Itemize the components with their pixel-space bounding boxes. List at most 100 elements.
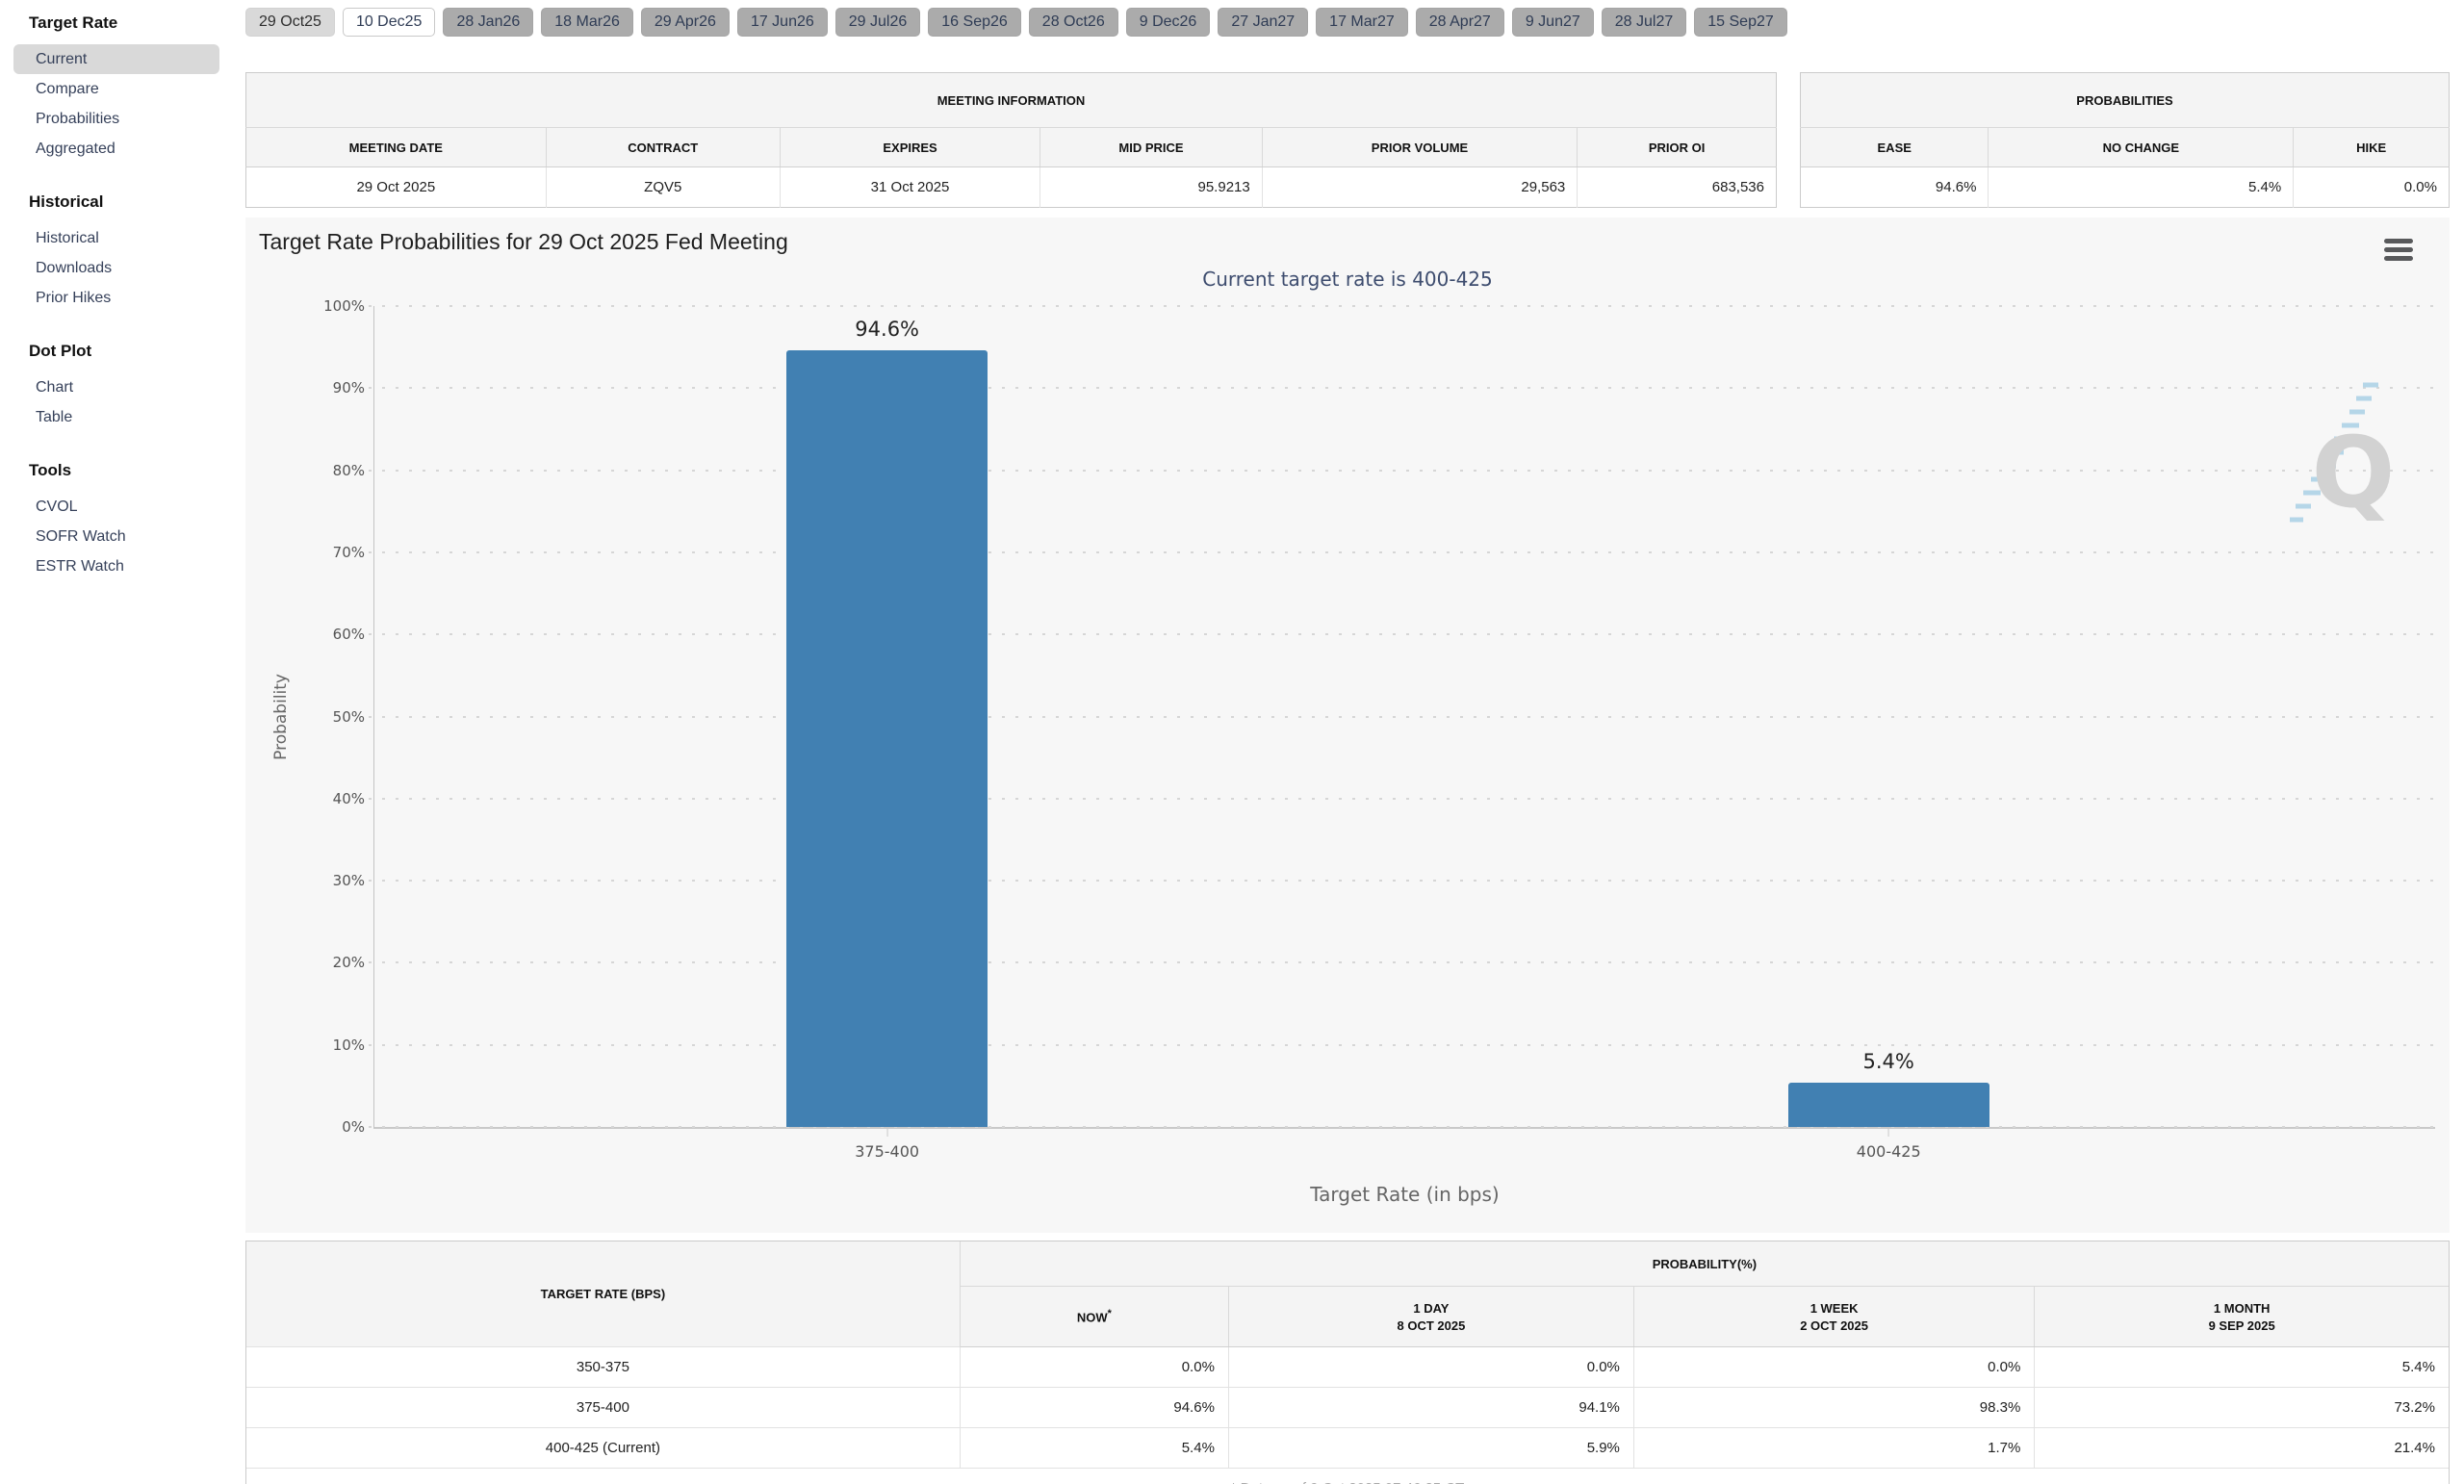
rate-375-400-1day: 94.1% bbox=[1227, 1387, 1634, 1428]
col-contract: CONTRACT bbox=[545, 127, 781, 167]
now-asterisk: * bbox=[1107, 1308, 1112, 1320]
ytick-40: 40% bbox=[332, 789, 365, 807]
ytick-70: 70% bbox=[332, 543, 365, 561]
col-1-month-label: 1 MONTH bbox=[2213, 1300, 2271, 1316]
rate-350-375-1week: 0.0% bbox=[1632, 1346, 2035, 1388]
prior-volume-value: 29,563 bbox=[1261, 166, 1578, 208]
contract-value: ZQV5 bbox=[545, 166, 781, 208]
x-axis-label: Target Rate (in bps) bbox=[1310, 1183, 1500, 1206]
xtick-label-400-425: 400-425 bbox=[1856, 1142, 1921, 1161]
ytick-20: 20% bbox=[332, 954, 365, 972]
data-as-of-footnote: * Data as of 9 Oct 2025 07:46:25 CT bbox=[246, 1468, 2449, 1484]
sidebar-header-tools: Tools bbox=[29, 461, 72, 479]
sidebar-item-dot-plot-table[interactable]: Table bbox=[36, 409, 73, 425]
col-target-rate-bps: TARGET RATE (BPS) bbox=[246, 1241, 961, 1347]
col-now: NOW* bbox=[960, 1286, 1229, 1347]
tab-9-jun27[interactable]: 9 Jun27 bbox=[1511, 8, 1594, 37]
tab-29-jul26[interactable]: 29 Jul26 bbox=[834, 8, 921, 37]
chart-subtitle: Current target rate is 400-425 bbox=[1202, 268, 1493, 291]
rate-400-425-now: 5.4% bbox=[959, 1427, 1229, 1469]
col-1-day: 1 DAY 8 OCT 2025 bbox=[1227, 1286, 1634, 1347]
sidebar-item-current[interactable]: Current bbox=[13, 44, 219, 74]
ytick-50: 50% bbox=[332, 707, 365, 726]
meeting-info-title: MEETING INFORMATION bbox=[245, 72, 1777, 128]
tab-28-jan26[interactable]: 28 Jan26 bbox=[443, 8, 534, 37]
col-1-week: 1 WEEK 2 OCT 2025 bbox=[1632, 1286, 2035, 1347]
sidebar-item-prior-hikes[interactable]: Prior Hikes bbox=[36, 290, 112, 306]
sidebar-item-cvol[interactable]: CVOL bbox=[36, 499, 78, 515]
sidebar-header-dot-plot: Dot Plot bbox=[29, 342, 92, 360]
bar-group-375-400: 94.6% bbox=[786, 306, 988, 1127]
tab-17-jun26[interactable]: 17 Jun26 bbox=[736, 8, 828, 37]
tab-15-sep27[interactable]: 15 Sep27 bbox=[1694, 8, 1787, 37]
ytick-80: 80% bbox=[332, 461, 365, 479]
ytick-30: 30% bbox=[332, 872, 365, 890]
expires-value: 31 Oct 2025 bbox=[779, 166, 1040, 208]
tab-29-oct25[interactable]: 29 Oct25 bbox=[245, 8, 335, 37]
sidebar-item-downloads[interactable]: Downloads bbox=[36, 260, 113, 276]
tab-17-mar27[interactable]: 17 Mar27 bbox=[1316, 8, 1408, 37]
bar-chart-plot: 100% 90% 80% 70% 60% 50% 40% 30% 20% 10%… bbox=[271, 297, 2435, 1206]
table-row: 350-375 0.0% 0.0% 0.0% 5.4% bbox=[246, 1346, 2449, 1388]
tab-28-oct26[interactable]: 28 Oct26 bbox=[1028, 8, 1118, 37]
hamburger-menu-icon[interactable] bbox=[2384, 239, 2413, 265]
tab-10-dec25[interactable]: 10 Dec25 bbox=[342, 8, 436, 37]
rate-350-375-label: 350-375 bbox=[246, 1346, 961, 1388]
col-no-change: NO CHANGE bbox=[1988, 127, 2294, 167]
xtick-375-400: 375-400 bbox=[855, 1127, 919, 1161]
tab-9-dec26[interactable]: 9 Dec26 bbox=[1125, 8, 1211, 37]
tab-28-jul27[interactable]: 28 Jul27 bbox=[1601, 8, 1687, 37]
sidebar-item-dot-plot-chart[interactable]: Chart bbox=[36, 379, 74, 396]
xtick-400-425: 400-425 bbox=[1857, 1127, 1921, 1161]
bar-400-425 bbox=[1787, 1082, 1989, 1127]
sidebar-item-historical[interactable]: Historical bbox=[36, 230, 99, 246]
target-rate-chart-panel: Target Rate Probabilities for 29 Oct 202… bbox=[245, 217, 2450, 1233]
rate-375-400-1week: 98.3% bbox=[1632, 1387, 2035, 1428]
sidebar-item-sofr-watch[interactable]: SOFR Watch bbox=[36, 528, 126, 545]
tab-27-jan27[interactable]: 27 Jan27 bbox=[1218, 8, 1309, 37]
bar-value-400-425: 5.4% bbox=[1862, 1049, 1914, 1073]
col-prior-oi: PRIOR OI bbox=[1577, 127, 1777, 167]
table-row: 400-425 (Current) 5.4% 5.9% 1.7% 21.4% bbox=[246, 1427, 2449, 1469]
meeting-date-value: 29 Oct 2025 bbox=[245, 166, 547, 208]
tab-28-apr27[interactable]: 28 Apr27 bbox=[1415, 8, 1504, 37]
probability-group-header: PROBABILITY(%) bbox=[960, 1241, 2449, 1287]
bar-group-400-425: 5.4% bbox=[1787, 306, 1989, 1127]
col-meeting-date: MEETING DATE bbox=[245, 127, 547, 167]
col-expires: EXPIRES bbox=[779, 127, 1040, 167]
col-mid-price: MID PRICE bbox=[1040, 127, 1263, 167]
main-content: 29 Oct25 10 Dec25 28 Jan26 18 Mar26 29 A… bbox=[241, 0, 2464, 1484]
tab-29-apr26[interactable]: 29 Apr26 bbox=[640, 8, 730, 37]
y-axis-label-text: Probability bbox=[271, 673, 291, 760]
tab-16-sep26[interactable]: 16 Sep26 bbox=[928, 8, 1021, 37]
mid-price-value: 95.9213 bbox=[1040, 166, 1263, 208]
ease-value: 94.6% bbox=[1800, 166, 1989, 208]
col-1-week-label: 1 WEEK bbox=[1810, 1300, 1859, 1316]
tab-18-mar26[interactable]: 18 Mar26 bbox=[541, 8, 633, 37]
ytick-100: 100% bbox=[323, 297, 365, 315]
sidebar-item-estr-watch[interactable]: ESTR Watch bbox=[36, 558, 124, 575]
chart-title: Target Rate Probabilities for 29 Oct 202… bbox=[259, 229, 788, 254]
meeting-information-table: MEETING INFORMATION MEETING DATE CONTRAC… bbox=[245, 72, 1777, 208]
sidebar-header-target-rate: Target Rate bbox=[29, 13, 118, 32]
rate-375-400-label: 375-400 bbox=[246, 1387, 961, 1428]
ytick-10: 10% bbox=[332, 1036, 365, 1054]
col-prior-volume: PRIOR VOLUME bbox=[1261, 127, 1578, 167]
rate-400-425-1month: 21.4% bbox=[2034, 1427, 2449, 1469]
sidebar-item-aggregated[interactable]: Aggregated bbox=[36, 141, 116, 157]
meeting-date-tabbar: 29 Oct25 10 Dec25 28 Jan26 18 Mar26 29 A… bbox=[245, 8, 2450, 37]
no-change-value: 5.4% bbox=[1988, 166, 2294, 208]
ytick-90: 90% bbox=[332, 379, 365, 397]
rate-400-425-1week: 1.7% bbox=[1632, 1427, 2035, 1469]
col-now-label: NOW bbox=[1076, 1310, 1108, 1325]
col-1-day-label: 1 DAY bbox=[1413, 1300, 1450, 1316]
sidebar-item-probabilities[interactable]: Probabilities bbox=[36, 111, 120, 127]
hike-value: 0.0% bbox=[2293, 166, 2450, 208]
col-1-month: 1 MONTH 9 SEP 2025 bbox=[2034, 1286, 2449, 1347]
sidebar: Target Rate Current Compare Probabilitie… bbox=[0, 0, 241, 1484]
sidebar-item-compare[interactable]: Compare bbox=[36, 81, 99, 97]
prior-oi-value: 683,536 bbox=[1577, 166, 1777, 208]
rate-350-375-now: 0.0% bbox=[959, 1346, 1229, 1388]
sidebar-header-historical: Historical bbox=[29, 192, 104, 211]
